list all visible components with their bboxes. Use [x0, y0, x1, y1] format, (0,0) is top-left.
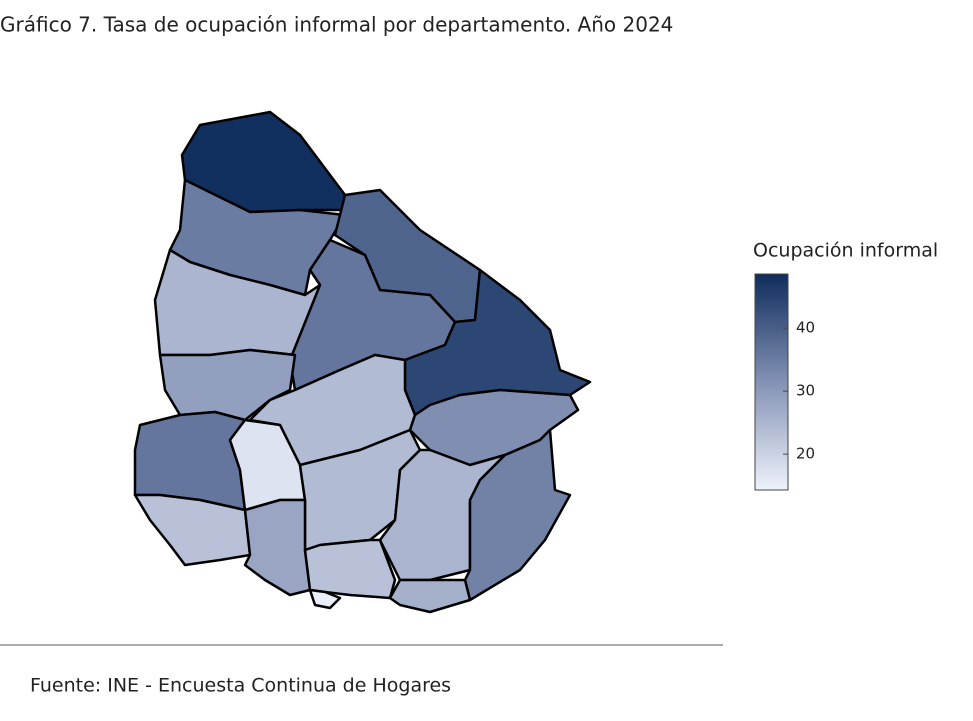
department [308, 588, 342, 610]
department [303, 538, 397, 600]
department [180, 110, 357, 214]
legend-title: Ocupación informal [753, 240, 938, 262]
colorbar-tick-label: 20 [796, 445, 815, 463]
chart-title: Gráfico 7. Tasa de ocupación informal po… [0, 13, 673, 37]
department [133, 493, 252, 567]
colorbar-tick-label: 30 [796, 382, 815, 400]
source-note: Fuente: INE - Encuesta Continua de Hogar… [30, 675, 451, 697]
department [388, 578, 472, 614]
department [463, 428, 572, 602]
colorbar-tick-label: 40 [796, 319, 815, 337]
department [243, 498, 312, 597]
colorbar [754, 273, 789, 491]
